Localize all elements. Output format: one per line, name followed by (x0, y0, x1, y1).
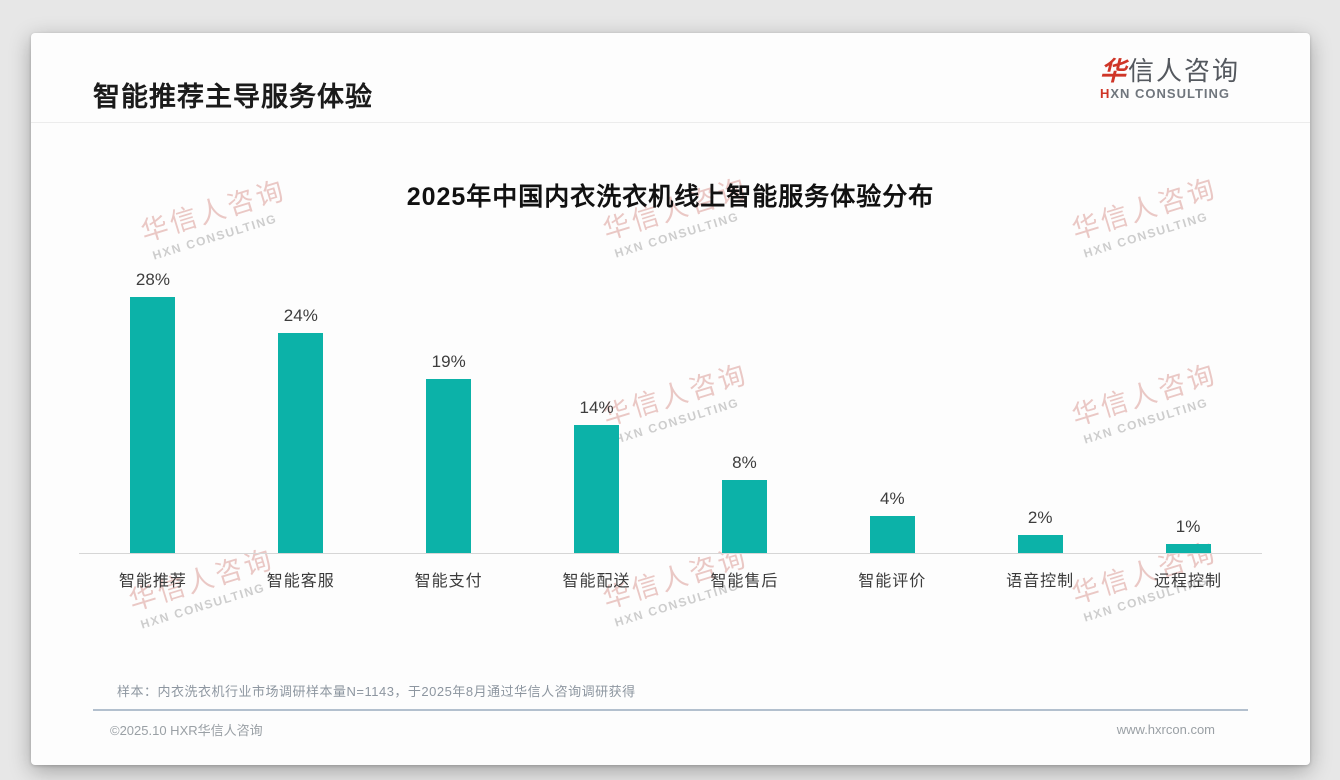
bar-value-label: 28% (135, 270, 170, 289)
company-logo: 华信人咨询 HXN CONSULTING (1099, 56, 1240, 101)
chart-title: 2025年中国内衣洗衣机线上智能服务体验分布 (406, 183, 935, 211)
footer-divider (93, 709, 1248, 711)
logo-chinese-name: 华信人咨询 (1099, 56, 1240, 87)
slide-header: 智能推荐主导服务体验 华信人咨询 HXN CONSULTING (31, 33, 1310, 123)
bar (278, 333, 324, 553)
bar-column: 8% (671, 263, 819, 553)
bar (426, 379, 472, 553)
bars-container: 28% 24% 19% 14% 8% 4% 2% 1% (79, 263, 1262, 553)
watermark-english: HXN CONSULTING (150, 211, 279, 263)
bar-chart-plot: 28% 24% 19% 14% 8% 4% 2% 1% (79, 263, 1262, 554)
category-label: 远程控制 (1154, 573, 1223, 590)
bar-column: 19% (375, 263, 523, 553)
bar (130, 297, 176, 553)
category-label: 智能推荐 (118, 573, 187, 590)
bar-column: 2% (966, 263, 1114, 553)
bar (1017, 535, 1063, 553)
bar-column: 14% (523, 263, 671, 553)
category-label: 智能评价 (858, 573, 927, 590)
bar-value-label: 2% (1027, 508, 1053, 527)
bar-value-label: 24% (283, 306, 318, 325)
category-label: 智能客服 (266, 573, 335, 590)
bar-value-label: 19% (431, 352, 466, 371)
category-label: 语音控制 (1006, 573, 1075, 590)
bar-value-label: 14% (579, 398, 614, 417)
bar (721, 480, 767, 553)
bar-value-label: 8% (732, 453, 757, 472)
bar (574, 425, 620, 553)
bar-value-label: 4% (880, 489, 905, 508)
bar-value-label: 1% (1175, 517, 1201, 536)
copyright-text: ©2025.10 HXR华信人咨询 (110, 723, 263, 738)
bar-column: 24% (227, 263, 375, 553)
slide-card: 华信人咨询 HXN CONSULTING 华信人咨询 HXN CONSULTING 华信… (31, 33, 1310, 765)
bar-column: 28% (79, 263, 227, 553)
category-labels-row: 智能推荐 智能客服 智能支付 智能配送 智能售后 智能评价 语音控制 远程控制 (79, 567, 1262, 591)
logo-english-name: HXN CONSULTING (1099, 85, 1240, 101)
category-label: 智能支付 (414, 573, 483, 590)
bar (1165, 544, 1211, 553)
bar (869, 516, 915, 553)
logo-en-accent-char: H (1099, 85, 1111, 101)
logo-zh-rest: 信人咨询 (1127, 56, 1240, 86)
category-label: 智能配送 (562, 573, 631, 590)
logo-zh-accent-char: 华 (1099, 56, 1128, 86)
logo-en-rest: XN CONSULTING (1110, 85, 1231, 101)
page-title: 智能推荐主导服务体验 (93, 82, 373, 112)
x-axis-line (79, 553, 1262, 554)
website-text: www.hxrcon.com (1116, 722, 1215, 737)
category-label: 智能售后 (710, 573, 779, 590)
bar-column: 1% (1114, 263, 1262, 553)
sample-note: 样本：内衣洗衣机行业市场调研样本量N=1143，于2025年8月通过华信人咨询调… (117, 684, 636, 699)
bar-column: 4% (818, 263, 966, 553)
